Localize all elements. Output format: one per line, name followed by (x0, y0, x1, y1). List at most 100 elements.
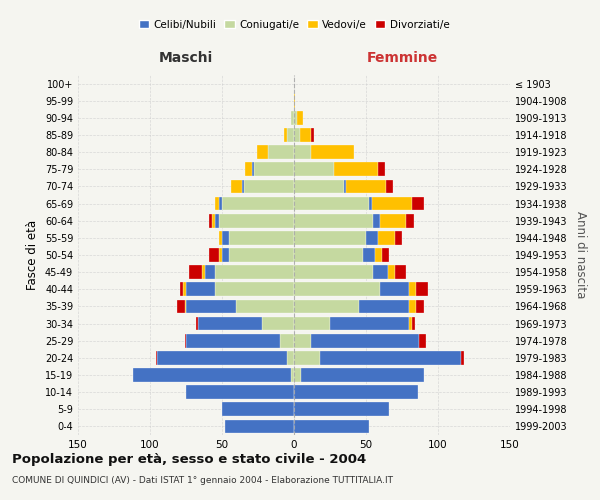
Bar (180, 282, 183, 296)
Bar (406, 214, 413, 228)
Bar (416, 282, 428, 296)
Bar (280, 334, 294, 347)
Bar (245, 162, 252, 176)
Bar (294, 231, 366, 244)
Bar (133, 368, 291, 382)
Bar (215, 282, 294, 296)
Bar (294, 386, 418, 399)
Bar (294, 368, 301, 382)
Bar (409, 300, 416, 314)
Bar (301, 368, 424, 382)
Bar (297, 111, 302, 124)
Bar (222, 231, 229, 244)
Bar (202, 266, 205, 279)
Bar (196, 316, 197, 330)
Bar (205, 266, 215, 279)
Y-axis label: Anni di nascita: Anni di nascita (574, 212, 587, 298)
Bar (219, 231, 222, 244)
Bar (157, 351, 287, 364)
Bar (230, 180, 242, 194)
Bar (236, 300, 294, 314)
Bar (395, 266, 406, 279)
Bar (374, 248, 382, 262)
Bar (186, 386, 294, 399)
Bar (252, 162, 254, 176)
Bar (242, 180, 244, 194)
Bar (294, 94, 295, 108)
Bar (287, 128, 294, 142)
Text: COMUNE DI QUINDICI (AV) - Dati ISTAT 1° gennaio 2004 - Elaborazione TUTTITALIA.I: COMUNE DI QUINDICI (AV) - Dati ISTAT 1° … (12, 476, 393, 485)
Bar (294, 420, 369, 434)
Bar (186, 300, 236, 314)
Bar (363, 248, 374, 262)
Bar (197, 316, 262, 330)
Bar (344, 180, 346, 194)
Bar (294, 162, 334, 176)
Bar (373, 266, 388, 279)
Text: Femmine: Femmine (367, 50, 437, 64)
Bar (215, 196, 219, 210)
Bar (311, 334, 419, 347)
Bar (359, 300, 409, 314)
Bar (311, 128, 314, 142)
Bar (380, 214, 406, 228)
Bar (185, 334, 186, 347)
Bar (209, 214, 212, 228)
Bar (209, 248, 219, 262)
Y-axis label: Fasce di età: Fasce di età (26, 220, 39, 290)
Text: Maschi: Maschi (159, 50, 213, 64)
Bar (257, 146, 268, 159)
Bar (294, 214, 373, 228)
Bar (294, 146, 311, 159)
Bar (294, 248, 363, 262)
Legend: Celibi/Nubili, Coniugati/e, Vedovi/e, Divorziati/e: Celibi/Nubili, Coniugati/e, Vedovi/e, Di… (134, 16, 454, 34)
Bar (294, 196, 369, 210)
Bar (262, 316, 294, 330)
Bar (222, 248, 229, 262)
Bar (225, 420, 294, 434)
Bar (156, 351, 157, 364)
Bar (461, 351, 464, 364)
Bar (244, 180, 294, 194)
Bar (229, 248, 294, 262)
Bar (320, 351, 461, 364)
Bar (395, 231, 402, 244)
Bar (287, 351, 294, 364)
Bar (186, 282, 215, 296)
Bar (419, 334, 427, 347)
Bar (388, 266, 395, 279)
Bar (294, 180, 344, 194)
Bar (294, 111, 297, 124)
Bar (294, 334, 311, 347)
Bar (284, 128, 287, 142)
Bar (311, 146, 355, 159)
Bar (229, 231, 294, 244)
Bar (212, 214, 215, 228)
Bar (222, 402, 294, 416)
Bar (219, 196, 222, 210)
Bar (215, 266, 294, 279)
Bar (178, 300, 185, 314)
Bar (382, 248, 389, 262)
Bar (334, 162, 377, 176)
Bar (215, 214, 219, 228)
Bar (377, 231, 395, 244)
Bar (186, 334, 280, 347)
Bar (380, 282, 409, 296)
Bar (219, 214, 294, 228)
Bar (346, 180, 386, 194)
Bar (294, 128, 300, 142)
Text: Popolazione per età, sesso e stato civile - 2004: Popolazione per età, sesso e stato civil… (12, 452, 366, 466)
Bar (189, 266, 202, 279)
Bar (254, 162, 294, 176)
Bar (300, 128, 311, 142)
Bar (291, 111, 294, 124)
Bar (294, 316, 330, 330)
Bar (294, 266, 373, 279)
Bar (185, 300, 186, 314)
Bar (377, 162, 385, 176)
Bar (219, 248, 222, 262)
Bar (412, 316, 415, 330)
Bar (372, 196, 412, 210)
Bar (222, 196, 294, 210)
